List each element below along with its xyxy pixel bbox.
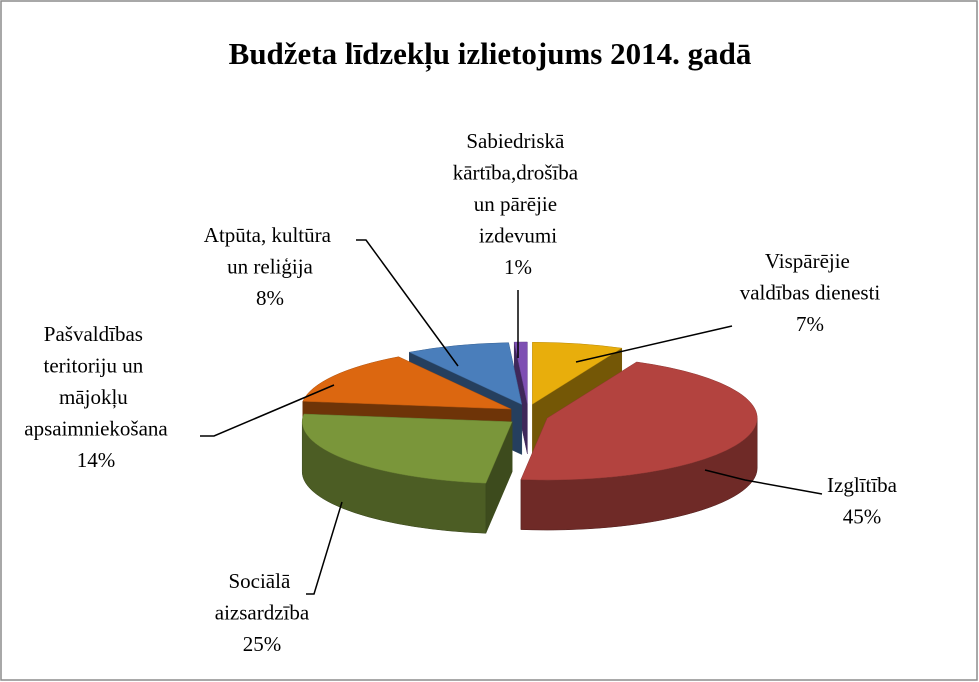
slice	[532, 342, 623, 405]
data-label-value: 14%	[77, 448, 116, 472]
pie	[301, 341, 758, 534]
leader-line	[575, 325, 733, 363]
leader-line	[306, 501, 343, 595]
slice	[301, 413, 513, 534]
data-label-name: Atpūta, kultūra un reliģija	[204, 223, 336, 279]
data-label-name: Vispārējie valdības dienesti	[740, 249, 881, 305]
leader-line	[356, 239, 459, 367]
data-label-value: 8%	[256, 286, 284, 310]
leader-line	[200, 384, 335, 437]
slice	[520, 361, 758, 531]
data-label-value: 7%	[796, 312, 824, 336]
slice	[301, 413, 513, 484]
leader-line	[704, 469, 823, 495]
slice	[520, 361, 758, 481]
data-label-value: 1%	[504, 255, 532, 279]
data-label-name: Sabiedriskā kārtība,drošība un pārējie i…	[453, 129, 584, 248]
slice	[408, 342, 523, 405]
data-label-name: Pašvaldības teritoriju un mājokļu apsaim…	[24, 322, 168, 441]
data-label-name: Izglītība	[827, 473, 898, 497]
data-label-name: Sociālā aizsardzība	[215, 569, 310, 625]
data-label-value: 45%	[843, 505, 882, 529]
data-label-value: 25%	[243, 632, 282, 656]
chart-title: Budžeta līdzekļu izlietojums 2014. gadā	[229, 36, 752, 72]
